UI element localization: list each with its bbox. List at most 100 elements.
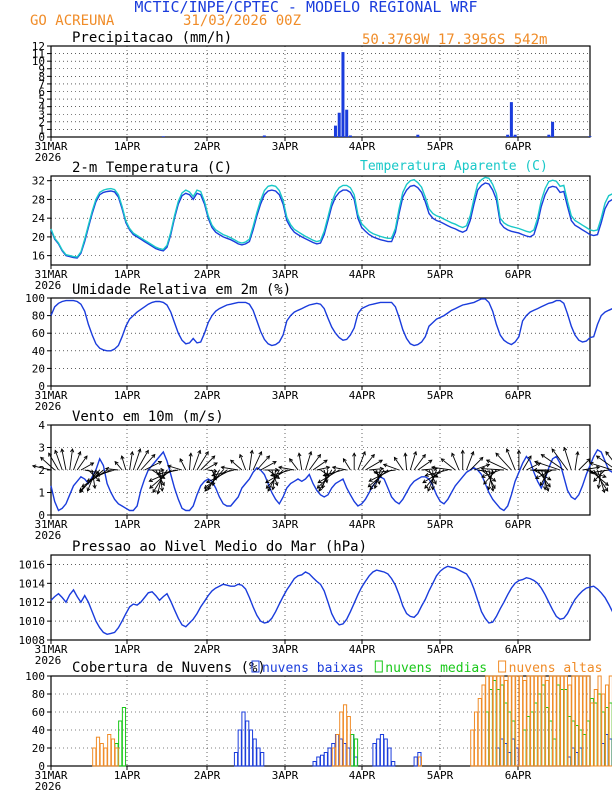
y-tick-label: 60 (32, 327, 45, 340)
wind-vector-head (297, 452, 302, 457)
wind-vector-head (601, 488, 606, 494)
y-tick-label: 1014 (19, 577, 46, 590)
wind-vector (605, 451, 612, 461)
wind-vector (144, 461, 162, 471)
header-run: 31/03/2026 00Z (183, 13, 301, 29)
wind-vector-head (70, 448, 75, 453)
wind-vector-head (470, 450, 475, 456)
cloud-bar (470, 729, 475, 767)
wind-vector-head (604, 487, 609, 492)
wind-vector (155, 469, 165, 486)
panel-clouds: 0 20 40 60 80 100 31MAR 1APR 2APR 3APR 4APR 5APR 6AP… (25, 660, 612, 792)
wind-vector-head (352, 452, 357, 457)
cloud-bar (503, 680, 509, 767)
wind-vector-head (323, 459, 328, 464)
wind-vector-head (317, 479, 322, 484)
wind-vector-head (270, 472, 275, 477)
wind-vector (69, 448, 73, 471)
panel-rh: 0 20 40 60 80 100 31MAR 1APR 2APR 3APR 4APR 5APR 6AP… (25, 282, 612, 413)
y-tick-label: 9 (38, 63, 45, 76)
wind-vector (298, 453, 303, 471)
wind-vector-head (379, 466, 385, 471)
wind-vector-head (595, 455, 601, 460)
wind-vector (48, 452, 59, 471)
precip-bar (348, 135, 352, 137)
cloud-bar (121, 707, 127, 767)
y-tick-label: 12 (32, 40, 45, 53)
cloud-bar (492, 675, 497, 767)
wind-vector-head (239, 453, 243, 459)
x-tick-label: 1APR (114, 140, 141, 153)
x-tick-label: 2APR (194, 389, 221, 402)
wind-vector-head (378, 459, 384, 464)
wind-vector (425, 469, 448, 477)
wind-vector-head (152, 488, 157, 494)
series-line (50, 182, 612, 259)
wind-vector-head (593, 477, 598, 482)
wind-vector (563, 447, 572, 471)
x-tick-label: 4APR (349, 518, 376, 531)
cloud-bar (548, 675, 554, 767)
wind-vector (189, 453, 192, 471)
cloud-bar (118, 720, 123, 767)
x-tick-label: 2APR (194, 769, 221, 782)
wind-vector (305, 451, 312, 471)
wind-vector-head (54, 449, 59, 454)
wind-vector (369, 469, 392, 482)
wind-vector-head (203, 484, 209, 489)
x-tick-label: 3APR (272, 268, 299, 281)
cloud-bar (339, 711, 344, 767)
x-tick-label: 1APR (114, 518, 141, 531)
precip-bar (341, 52, 345, 137)
y-tick-label: 1 (38, 123, 45, 136)
series-line (50, 298, 612, 352)
wind-vector (196, 451, 209, 471)
y-tick-label: 2 (38, 116, 45, 129)
wind-vector (417, 459, 433, 471)
legend-swatch (251, 660, 260, 673)
x-tick-label: 6APR (505, 518, 532, 531)
x-tick-label: 1APR (114, 268, 141, 281)
wind-vector (132, 448, 141, 471)
panel-frame (50, 175, 591, 266)
y-tick-label: 1008 (19, 634, 46, 647)
wind-vector-head (342, 458, 347, 463)
y-tick-label: 4 (38, 419, 45, 432)
wind-vector-head (490, 487, 495, 492)
y-tick-label: 4 (38, 101, 45, 114)
wind-vector (365, 459, 383, 471)
y-tick-label: 100 (25, 670, 45, 683)
wind-vector (484, 469, 496, 489)
cloud-bar (342, 704, 348, 767)
wind-vector-head (157, 461, 163, 465)
wind-vector (440, 458, 456, 471)
x-tick-label: 4APR (349, 769, 376, 782)
y-tick-label: 20 (32, 362, 45, 375)
x-tick-label: 31MAR (34, 643, 67, 656)
x-tick-label: 3APR (272, 389, 299, 402)
x-tick-label: 5APR (427, 268, 454, 281)
wind-vector-head (422, 479, 427, 484)
precip-bar (588, 136, 592, 137)
wind-vector (221, 466, 239, 471)
wind-vector (469, 457, 484, 471)
wind-vector-head (95, 472, 100, 477)
wind-vector (200, 455, 216, 471)
cloud-bar (260, 752, 265, 767)
wind-vector-head (317, 453, 322, 459)
y-tick-label: 10 (32, 55, 45, 68)
x-tick-label: 6APR (505, 268, 532, 281)
wind-vector-head (369, 486, 374, 491)
wind-vector (593, 469, 606, 482)
wind-vector-head (424, 472, 429, 477)
wind-vector-head (156, 471, 161, 476)
cloud-bar (92, 747, 97, 767)
wind-vector (230, 459, 243, 471)
panel-title: Cobertura de Nuvens (%) (72, 660, 266, 676)
cloud-bar (511, 675, 516, 767)
wind-vector (367, 469, 389, 488)
wind-vector-head (289, 458, 293, 463)
x-tick-label: 1APR (114, 769, 141, 782)
wind-vector (574, 451, 579, 471)
